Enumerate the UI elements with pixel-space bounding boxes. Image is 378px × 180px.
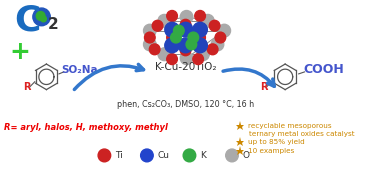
Circle shape <box>193 22 208 37</box>
Circle shape <box>158 48 170 61</box>
Circle shape <box>197 48 209 61</box>
Circle shape <box>152 20 163 31</box>
Text: 2: 2 <box>48 17 59 32</box>
Text: C: C <box>14 4 40 38</box>
Circle shape <box>178 38 193 53</box>
Circle shape <box>36 12 45 20</box>
Circle shape <box>158 14 170 27</box>
Text: 10 examples: 10 examples <box>248 148 295 154</box>
Circle shape <box>165 22 179 37</box>
Circle shape <box>201 14 214 27</box>
Circle shape <box>98 149 111 162</box>
Text: recyclable mesoporous: recyclable mesoporous <box>248 123 332 129</box>
Text: +: + <box>9 40 30 64</box>
Circle shape <box>180 45 191 56</box>
Circle shape <box>144 32 155 43</box>
Circle shape <box>215 32 226 43</box>
Circle shape <box>167 54 177 65</box>
Text: R: R <box>260 82 268 92</box>
Circle shape <box>33 8 50 26</box>
Circle shape <box>180 19 191 30</box>
Text: O: O <box>243 151 249 160</box>
Circle shape <box>226 149 238 162</box>
Text: Cu: Cu <box>158 151 170 160</box>
Text: R: R <box>23 82 31 92</box>
Text: phen, Cs₂CO₃, DMSO, 120 °C, 16 h: phen, Cs₂CO₃, DMSO, 120 °C, 16 h <box>117 100 254 109</box>
Circle shape <box>174 25 184 36</box>
Circle shape <box>167 10 177 21</box>
Circle shape <box>178 22 193 37</box>
Text: SO₂Na: SO₂Na <box>61 65 98 75</box>
Circle shape <box>195 32 205 43</box>
Circle shape <box>167 32 177 43</box>
Text: K: K <box>200 151 206 160</box>
Circle shape <box>144 24 156 37</box>
Text: ternary metal oxides catalyst: ternary metal oxides catalyst <box>249 131 355 137</box>
Circle shape <box>218 24 231 37</box>
Circle shape <box>193 54 203 65</box>
Circle shape <box>141 149 153 162</box>
Text: R= aryl, halos, H, methoxy, methyl: R= aryl, halos, H, methoxy, methyl <box>4 123 168 132</box>
Text: COOH: COOH <box>304 64 344 76</box>
Circle shape <box>144 38 156 51</box>
Text: up to 85% yield: up to 85% yield <box>248 139 305 145</box>
Circle shape <box>211 38 224 51</box>
Circle shape <box>149 44 160 55</box>
Text: K-Cu-20TiO₂: K-Cu-20TiO₂ <box>155 62 216 72</box>
Circle shape <box>208 44 218 55</box>
Circle shape <box>209 20 220 31</box>
Circle shape <box>180 10 193 23</box>
Circle shape <box>170 32 181 43</box>
Circle shape <box>195 10 205 21</box>
Circle shape <box>183 149 196 162</box>
Circle shape <box>188 32 198 43</box>
Circle shape <box>193 38 208 53</box>
Circle shape <box>165 38 179 53</box>
Circle shape <box>180 52 193 65</box>
Circle shape <box>186 39 197 50</box>
Circle shape <box>40 16 46 22</box>
Text: Ti: Ti <box>115 151 123 160</box>
